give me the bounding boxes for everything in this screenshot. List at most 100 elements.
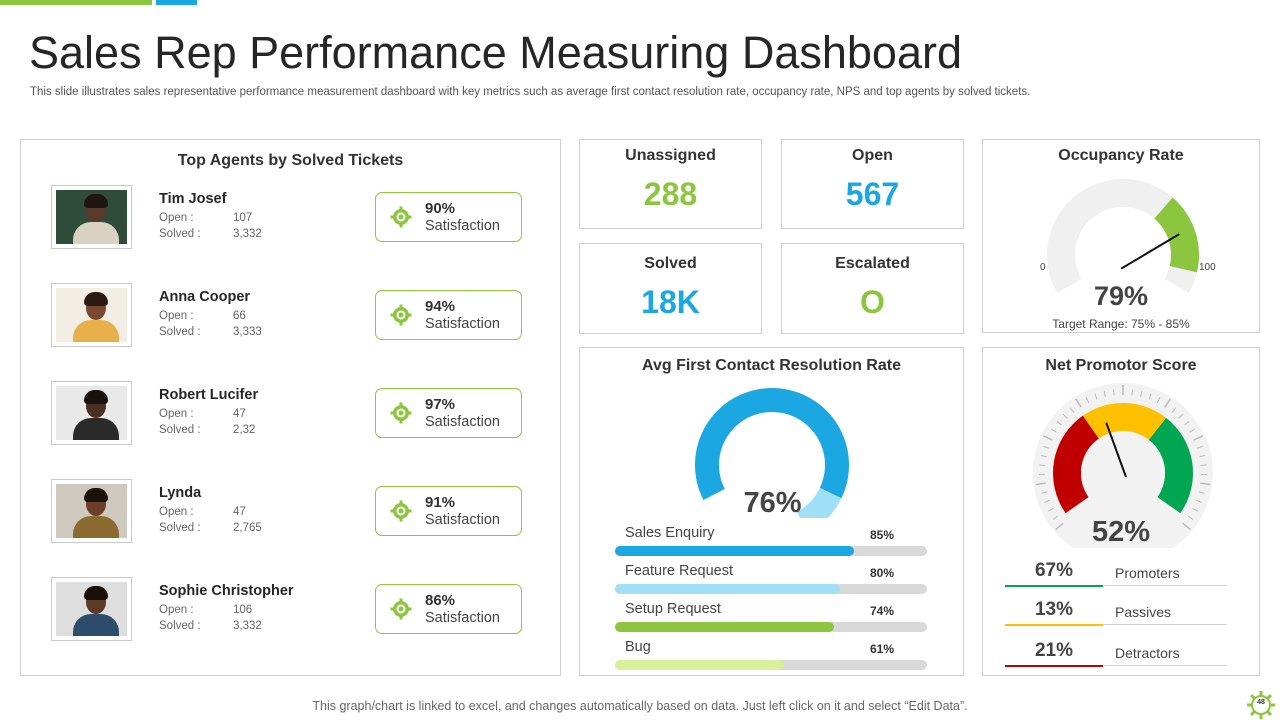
escalated-card: Escalated O [781,243,964,334]
avatar [51,381,132,445]
fcr-bar-track [615,622,927,632]
nps-dial-tick [1042,435,1053,441]
footer-note: This graph/chart is linked to excel, and… [312,699,968,713]
agent-open-value: 47 [233,408,246,420]
nps-dial-tick [1189,428,1195,433]
nps-dial-tick [1043,445,1050,449]
satisfaction-badge: 91% Satisfaction [375,486,522,536]
nps-dial-tick [1184,420,1190,426]
satisfaction-percent: 97% [425,396,456,413]
fcr-bar-fill [615,584,840,594]
gear-icon [1247,691,1275,719]
occupancy-title: Occupancy Rate [1058,147,1184,164]
nps-dial-tick [1192,507,1199,512]
fcr-bar-track [615,584,927,594]
agent-row: Anna Cooper Open : 66 Solved : 3,333 [21,283,560,349]
nps-dial-tick [1055,522,1064,531]
nps-segment-label: Passives [1115,604,1172,620]
agent-open-value: 47 [233,506,246,518]
nps-promoters-arc [1148,417,1193,514]
agent-solved-value: 3,332 [233,620,262,632]
nps-segment-percent: 13% [1034,599,1074,620]
nps-dial-tick [1062,413,1068,419]
agent-open-value: 107 [233,212,253,224]
fcr-bar-track [615,546,927,556]
fcr-bar-track [615,660,927,670]
agent-solved-value: 3,333 [233,326,262,338]
solved-card: Solved 18K [579,243,762,334]
nps-dial-tick [1140,391,1143,398]
nps-dial-tick [1051,428,1057,433]
nps-dial-tick [1178,413,1184,419]
nps-dial-tick [1200,464,1207,467]
page-title: Sales Rep Performance Measuring Dashboar… [29,27,962,78]
nps-dial-tick [1198,491,1205,494]
fcr-bar-fill [615,660,785,670]
nps-dial-tick [1094,393,1098,400]
nps-segment-underline [1005,665,1103,667]
occupancy-target-range: Target Range: 75% - 85% [1052,317,1190,331]
nps-dial-tick [1148,393,1152,400]
agent-solved-label: Solved : [159,228,201,240]
nps-dial-tick [1171,407,1177,413]
avatar [51,577,132,641]
agent-row: Sophie Christopher Open : 106 Solved : 3… [21,577,560,643]
nps-segment-divider [1103,585,1227,586]
nps-dial-tick [1040,455,1047,458]
avatar [51,185,132,249]
satisfaction-percent: 94% [425,298,456,315]
nps-dial-tick [1112,389,1115,396]
nps-dial-tick [1199,455,1206,458]
nps-dial-tick [1103,391,1106,398]
escalated-value: O [860,284,885,320]
agent-open-value: 66 [233,310,246,322]
nps-dial-tick [1196,445,1203,449]
satisfaction-badge: 97% Satisfaction [375,388,522,438]
nps-dial-tick [1156,397,1161,404]
nps-segment-label: Detractors [1115,645,1180,661]
fcr-donut-rest-arc [796,487,842,518]
solved-value: 18K [641,284,700,320]
nps-dial-tick [1164,398,1171,408]
solved-label: Solved [644,255,697,272]
satisfaction-percent: 91% [425,494,456,511]
occupancy-max-label: 100 [1199,262,1216,273]
fcr-bar-label: Bug [625,639,651,655]
gear-icon [390,598,412,620]
agent-open-label: Open : [159,506,194,518]
satisfaction-label: Satisfaction [425,414,500,430]
agent-open-value: 106 [233,604,253,616]
fcr-bar-value: 80% [870,566,895,580]
avatar [51,283,132,347]
nps-segment-divider [1103,624,1227,625]
nps-dial-tick [1056,420,1062,426]
satisfaction-label: Satisfaction [425,218,500,234]
nps-passives-arc [1082,403,1167,440]
open-card: Open 567 [781,139,964,229]
agent-name: Lynda [159,485,202,501]
top-accent-blue [156,0,197,5]
satisfaction-badge: 90% Satisfaction [375,192,522,242]
nps-dial-tick [1075,398,1082,408]
nps-dial-tick [1044,499,1051,503]
nps-dial-tick [1039,464,1046,467]
open-value: 567 [845,176,900,212]
nps-dial-tick [1193,435,1204,441]
agent-name: Robert Lucifer [159,387,259,403]
nps-dial-tick [1187,515,1194,520]
unassigned-label: Unassigned [625,147,716,164]
nps-dial-tick [1069,407,1075,413]
agent-open-label: Open : [159,604,194,616]
agent-open-label: Open : [159,310,194,322]
top-accent-green [0,0,152,5]
fcr-bar-label: Sales Enquiry [625,525,715,541]
agent-solved-label: Solved : [159,522,201,534]
agent-row: Robert Lucifer Open : 47 Solved : 2,32 [21,381,560,447]
gear-icon [390,304,412,326]
nps-dial-tick [1047,507,1054,512]
satisfaction-badge: 86% Satisfaction [375,584,522,634]
nps-segment-underline [1005,624,1103,626]
nps-panel: Net Promotor Score 52% 67% Promoters 13% Pa… [982,347,1260,676]
satisfaction-percent: 90% [425,200,456,217]
fcr-bar-label: Feature Request [625,563,734,579]
